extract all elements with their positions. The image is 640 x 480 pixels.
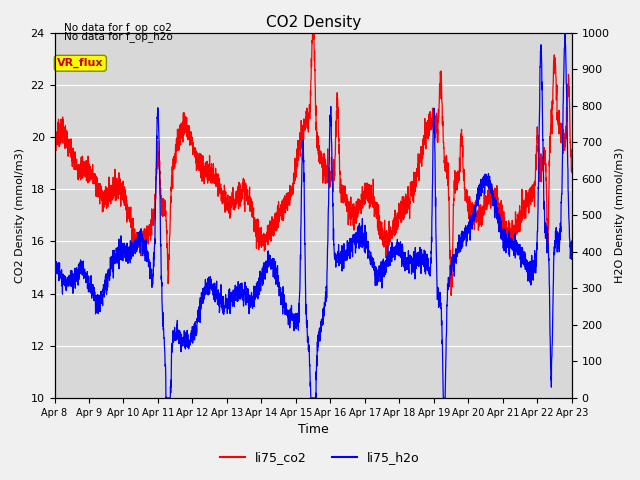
Y-axis label: CO2 Density (mmol/m3): CO2 Density (mmol/m3) [15, 148, 25, 283]
Y-axis label: H2O Density (mmol/m3): H2O Density (mmol/m3) [615, 147, 625, 283]
Text: No data for f_op_co2: No data for f_op_co2 [64, 22, 172, 33]
Title: CO2 Density: CO2 Density [266, 15, 361, 30]
X-axis label: Time: Time [298, 423, 328, 436]
Text: VR_flux: VR_flux [57, 58, 104, 68]
Legend: li75_co2, li75_h2o: li75_co2, li75_h2o [215, 446, 425, 469]
Text: No data for f_op_h2o: No data for f_op_h2o [64, 31, 173, 42]
